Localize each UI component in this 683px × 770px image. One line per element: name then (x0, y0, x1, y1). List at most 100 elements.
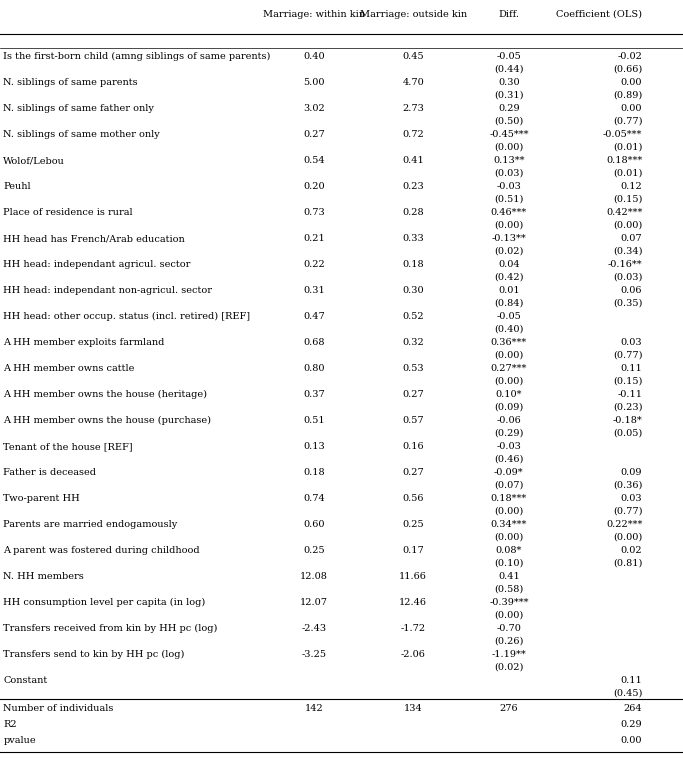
Text: -0.45***: -0.45*** (489, 130, 529, 139)
Text: 0.02: 0.02 (621, 546, 642, 555)
Text: 0.68: 0.68 (303, 338, 325, 347)
Text: Diff.: Diff. (499, 10, 519, 19)
Text: (0.40): (0.40) (494, 325, 524, 334)
Text: (0.15): (0.15) (613, 377, 642, 386)
Text: 0.11: 0.11 (621, 364, 642, 373)
Text: 0.12: 0.12 (621, 182, 642, 191)
Text: (0.89): (0.89) (613, 91, 642, 100)
Text: 4.70: 4.70 (402, 78, 424, 87)
Text: N. siblings of same mother only: N. siblings of same mother only (3, 130, 161, 139)
Text: A HH member owns cattle: A HH member owns cattle (3, 364, 135, 373)
Text: 0.45: 0.45 (402, 52, 424, 61)
Text: Tenant of the house [REF]: Tenant of the house [REF] (3, 442, 133, 451)
Text: 0.20: 0.20 (303, 182, 325, 191)
Text: (0.50): (0.50) (494, 117, 523, 126)
Text: 0.51: 0.51 (303, 416, 325, 425)
Text: -1.72: -1.72 (401, 624, 426, 633)
Text: 0.34***: 0.34*** (490, 520, 527, 529)
Text: -0.05***: -0.05*** (603, 130, 642, 139)
Text: 0.18: 0.18 (402, 260, 424, 269)
Text: (0.07): (0.07) (494, 481, 524, 490)
Text: 0.06: 0.06 (621, 286, 642, 295)
Text: 0.31: 0.31 (303, 286, 325, 295)
Text: -0.70: -0.70 (497, 624, 521, 633)
Text: 0.16: 0.16 (402, 442, 424, 451)
Text: N. HH members: N. HH members (3, 572, 84, 581)
Text: 0.28: 0.28 (402, 208, 424, 217)
Text: 0.13: 0.13 (303, 442, 325, 451)
Text: -0.03: -0.03 (497, 442, 521, 451)
Text: 0.03: 0.03 (621, 494, 642, 503)
Text: -0.02: -0.02 (617, 52, 642, 61)
Text: (0.51): (0.51) (494, 195, 524, 204)
Text: N. siblings of same parents: N. siblings of same parents (3, 78, 138, 87)
Text: (0.46): (0.46) (494, 455, 524, 464)
Text: (0.00): (0.00) (494, 507, 523, 516)
Text: 264: 264 (624, 704, 642, 713)
Text: (0.44): (0.44) (494, 65, 524, 74)
Text: 0.04: 0.04 (498, 260, 520, 269)
Text: Peuhl: Peuhl (3, 182, 31, 191)
Text: Two-parent HH: Two-parent HH (3, 494, 80, 503)
Text: Transfers send to kin by HH pc (log): Transfers send to kin by HH pc (log) (3, 650, 185, 659)
Text: -0.39***: -0.39*** (489, 598, 529, 607)
Text: A HH member owns the house (purchase): A HH member owns the house (purchase) (3, 416, 212, 425)
Text: 12.07: 12.07 (301, 598, 328, 607)
Text: 0.80: 0.80 (303, 364, 325, 373)
Text: Parents are married endogamously: Parents are married endogamously (3, 520, 178, 529)
Text: A HH member exploits farmland: A HH member exploits farmland (3, 338, 165, 347)
Text: -2.06: -2.06 (401, 650, 426, 659)
Text: HH consumption level per capita (in log): HH consumption level per capita (in log) (3, 598, 206, 607)
Text: (0.81): (0.81) (613, 559, 642, 568)
Text: 11.66: 11.66 (400, 572, 427, 581)
Text: (0.05): (0.05) (613, 429, 642, 438)
Text: 0.25: 0.25 (303, 546, 325, 555)
Text: (0.00): (0.00) (494, 221, 523, 230)
Text: 0.42***: 0.42*** (606, 208, 642, 217)
Text: 0.25: 0.25 (402, 520, 424, 529)
Text: -0.06: -0.06 (497, 416, 521, 425)
Text: (0.01): (0.01) (613, 143, 642, 152)
Text: (0.00): (0.00) (494, 351, 523, 360)
Text: 2.73: 2.73 (402, 104, 424, 113)
Text: 0.57: 0.57 (402, 416, 424, 425)
Text: Place of residence is rural: Place of residence is rural (3, 208, 133, 217)
Text: (0.00): (0.00) (494, 533, 523, 542)
Text: (0.00): (0.00) (613, 221, 642, 230)
Text: Is the first-born child (amng siblings of same parents): Is the first-born child (amng siblings o… (3, 52, 270, 61)
Text: 0.54: 0.54 (303, 156, 325, 165)
Text: -2.43: -2.43 (302, 624, 326, 633)
Text: 12.08: 12.08 (301, 572, 328, 581)
Text: (0.26): (0.26) (494, 637, 524, 646)
Text: Marriage: within kin: Marriage: within kin (263, 10, 365, 19)
Text: 142: 142 (305, 704, 324, 713)
Text: 134: 134 (404, 704, 423, 713)
Text: 0.22***: 0.22*** (606, 520, 642, 529)
Text: -0.03: -0.03 (497, 182, 521, 191)
Text: 0.11: 0.11 (621, 676, 642, 685)
Text: 0.32: 0.32 (402, 338, 424, 347)
Text: (0.09): (0.09) (494, 403, 523, 412)
Text: A HH member owns the house (heritage): A HH member owns the house (heritage) (3, 390, 208, 399)
Text: (0.02): (0.02) (494, 663, 524, 672)
Text: Coefficient (OLS): Coefficient (OLS) (556, 10, 642, 19)
Text: 0.56: 0.56 (402, 494, 424, 503)
Text: 0.21: 0.21 (303, 234, 325, 243)
Text: HH head: independant agricul. sector: HH head: independant agricul. sector (3, 260, 191, 269)
Text: Wolof/Lebou: Wolof/Lebou (3, 156, 66, 165)
Text: 0.29: 0.29 (621, 720, 642, 729)
Text: 0.27: 0.27 (402, 390, 424, 399)
Text: (0.34): (0.34) (613, 247, 642, 256)
Text: 0.47: 0.47 (303, 312, 325, 321)
Text: (0.15): (0.15) (613, 195, 642, 204)
Text: 0.18***: 0.18*** (490, 494, 527, 503)
Text: 0.30: 0.30 (498, 78, 520, 87)
Text: (0.31): (0.31) (494, 91, 524, 100)
Text: (0.77): (0.77) (613, 351, 642, 360)
Text: (0.29): (0.29) (494, 429, 524, 438)
Text: 0.29: 0.29 (498, 104, 520, 113)
Text: 0.00: 0.00 (621, 78, 642, 87)
Text: 276: 276 (499, 704, 518, 713)
Text: 0.00: 0.00 (621, 736, 642, 745)
Text: HH head: other occup. status (incl. retired) [REF]: HH head: other occup. status (incl. reti… (3, 312, 251, 321)
